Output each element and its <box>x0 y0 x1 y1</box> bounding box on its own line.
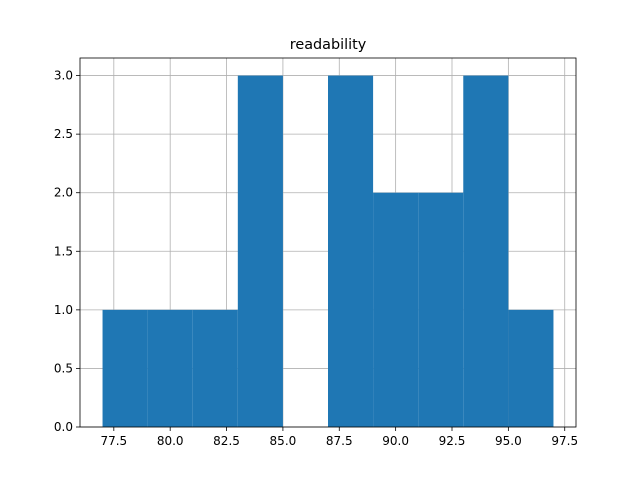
histogram-bar <box>508 309 554 427</box>
histogram-bar <box>328 75 374 428</box>
y-tick-label: 3.0 <box>54 69 73 83</box>
y-tick-label: 0.0 <box>54 420 73 434</box>
x-tick-label: 90.0 <box>382 434 409 448</box>
x-tick-label: 85.0 <box>270 434 297 448</box>
histogram-bar <box>192 309 238 427</box>
x-tick-label: 80.0 <box>157 434 184 448</box>
x-tick-label: 95.0 <box>495 434 522 448</box>
axes-frame <box>79 57 577 428</box>
y-tick-label: 2.5 <box>54 127 73 141</box>
y-tick-label: 2.0 <box>54 186 73 200</box>
axes-layer: 77.5 80.0 82.5 85.0 87.5 90.0 92.5 95.0 97.5 0.0 0… <box>54 57 578 448</box>
y-tick-label: 0.5 <box>54 361 73 375</box>
chart-title: readability <box>290 37 367 53</box>
histogram-bar <box>418 192 464 427</box>
x-tick-label: 92.5 <box>439 434 466 448</box>
x-tick-label: 87.5 <box>326 434 353 448</box>
x-tick-label: 77.5 <box>100 434 127 448</box>
histogram-bar <box>463 75 509 428</box>
histogram-bar <box>373 192 419 427</box>
y-tick-label: 1.0 <box>54 303 73 317</box>
y-tick-label: 1.5 <box>54 244 73 258</box>
histogram-bar <box>147 309 193 427</box>
histogram-bar <box>237 75 283 428</box>
histogram-bar <box>102 309 148 427</box>
bars-layer <box>102 75 554 428</box>
x-tick-label: 97.5 <box>551 434 578 448</box>
x-tick-label: 82.5 <box>213 434 240 448</box>
